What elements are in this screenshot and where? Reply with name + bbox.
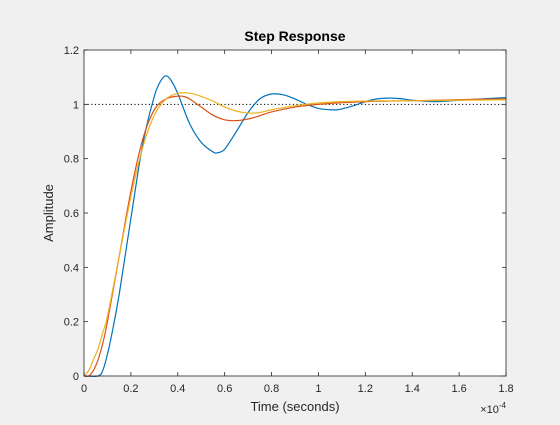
y-tick-labels: 0 0.2 0.4 0.6 0.8 1 1.2 bbox=[64, 45, 79, 383]
x-tick-label: 1 bbox=[315, 383, 321, 395]
x-tick-label: 0.8 bbox=[264, 383, 279, 395]
x-tick-label: 0 bbox=[81, 383, 87, 395]
x-tick-label: 0.2 bbox=[123, 383, 138, 395]
series-line-1 bbox=[83, 75, 507, 377]
x-tick-label: 1.6 bbox=[451, 383, 466, 395]
y-tick-label: 1 bbox=[73, 99, 79, 111]
tick-layer bbox=[83, 49, 507, 377]
x-exponent-label: ×10-4 bbox=[480, 401, 506, 416]
x-tick-label: 1.8 bbox=[498, 383, 513, 395]
y-tick-label: 1.2 bbox=[64, 45, 79, 57]
x-tick-labels: 0 0.2 0.4 0.6 0.8 1 1.2 1.4 1.6 1.8 bbox=[81, 383, 514, 395]
x-exponent-power: -4 bbox=[499, 401, 507, 410]
x-tick-label: 1.4 bbox=[405, 383, 420, 395]
y-tick-label: 0.2 bbox=[64, 317, 79, 329]
x-tick-label: 0.4 bbox=[170, 383, 185, 395]
series-layer bbox=[83, 75, 507, 377]
series-line-3 bbox=[83, 92, 507, 377]
y-tick-label: 0.4 bbox=[64, 262, 79, 274]
x-tick-label: 1.2 bbox=[358, 383, 373, 395]
y-tick-label: 0.8 bbox=[64, 154, 79, 166]
plot-area bbox=[84, 50, 506, 376]
x-axis-label: Time (seconds) bbox=[250, 399, 339, 414]
x-exponent-base: ×10 bbox=[480, 404, 499, 416]
y-tick-label: 0 bbox=[73, 371, 79, 383]
x-tick-label: 0.6 bbox=[217, 383, 232, 395]
y-tick-label: 0.6 bbox=[64, 208, 79, 220]
y-axis-label: Amplitude bbox=[41, 184, 56, 242]
chart-title: Step Response bbox=[244, 28, 345, 44]
